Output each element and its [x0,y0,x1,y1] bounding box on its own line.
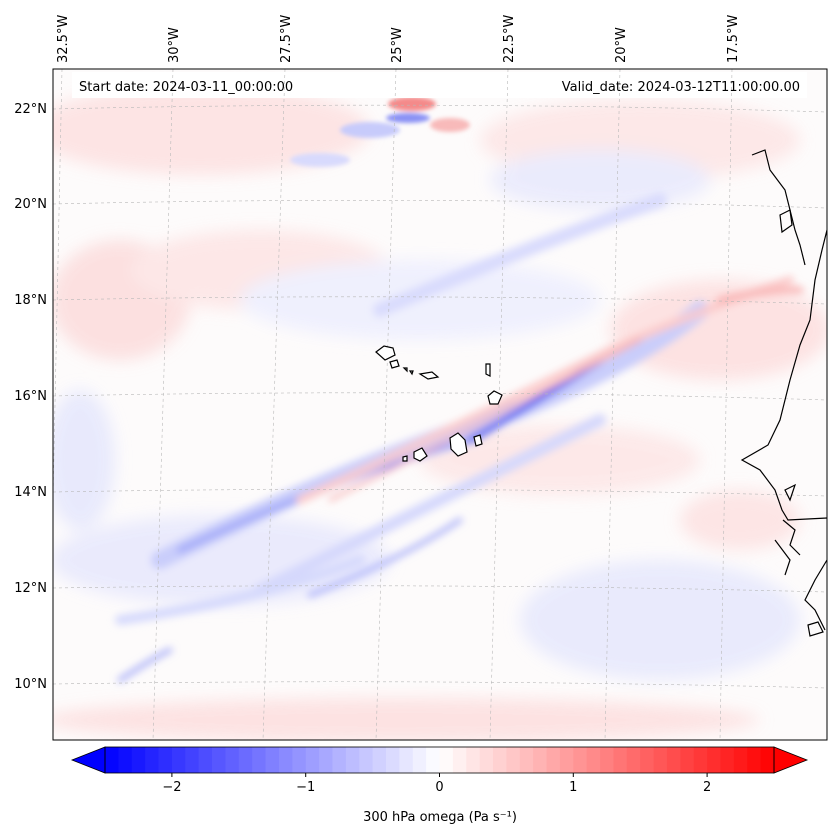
lat-label: 16°N [14,389,47,404]
colorbar-bin [613,747,628,773]
longitude-labels: 32.5°W 30°W 27.5°W 25°W 22.5°W 20°W 17.5… [56,15,741,63]
colorbar-bin [158,747,173,773]
colorbar-bin [573,747,588,773]
colorbar-bin [426,747,440,773]
colorbar-tick-label: 1 [569,780,577,795]
lat-label: 12°N [14,581,47,596]
colorbar-tick-label: −1 [296,780,315,795]
latitude-labels: 22°N 20°N 18°N 16°N 14°N 12°N 10°N [14,102,47,692]
colorbar-bin [385,747,400,773]
colorbar-bin [372,747,387,773]
colorbar-bin [252,747,266,773]
colorbar-tick-label: −2 [162,780,181,795]
colorbar-bin [319,747,333,773]
colorbar-extend-left [70,746,106,774]
colorbar: −2 −1 0 1 2 300 hPa omega (Pa s⁻¹) [70,746,809,825]
lon-label: 17.5°W [726,15,741,63]
colorbar-bin [466,747,481,773]
colorbar-bin [506,747,521,773]
lon-label: 20°W [614,27,629,63]
start-date-annotation: Start date: 2024-03-11_00:00:00 [79,80,293,95]
colorbar-bin [666,747,681,773]
colorbar-bin [693,747,708,773]
colorbar-bin [493,747,507,773]
colorbar-bin [479,747,494,773]
colorbar-bin [118,747,133,773]
colorbar-bin [185,747,200,773]
lat-label: 20°N [14,197,47,212]
colorbar-extend-right [773,746,809,774]
colorbar-bin [519,747,534,773]
colorbar-bin [733,747,748,773]
lon-label: 30°W [167,27,182,63]
colorbar-bin [292,747,307,773]
colorbar-bin [332,747,347,773]
colorbar-bin [707,747,721,773]
colorbar-bin [359,747,373,773]
colorbar-bin [412,747,427,773]
colorbar-tick-label: 2 [703,780,711,795]
colorbar-bin [238,747,253,773]
colorbar-bin [720,747,735,773]
colorbar-bin [345,747,360,773]
lat-label: 18°N [14,293,47,308]
colorbar-bin [278,747,293,773]
cape-verde-islands [375,345,503,462]
colorbar-bin [305,747,320,773]
colorbar-bin [640,747,654,773]
coastline [740,149,827,637]
colorbar-bin [105,747,119,773]
colorbar-bin [559,747,574,773]
colorbar-bin [171,747,186,773]
lon-label: 25°W [390,27,405,63]
lon-label: 32.5°W [56,15,71,63]
colorbar-bin [760,747,775,773]
lat-label: 22°N [14,102,47,117]
colorbar-tick-label: 0 [435,780,443,795]
colorbar-bin [212,747,226,773]
colorbar-label: 300 hPa omega (Pa s⁻¹) [363,810,517,825]
gridlines [53,69,827,740]
colorbar-bin [653,747,668,773]
colorbar-bin [145,747,159,773]
lat-label: 14°N [14,485,47,500]
lon-label: 27.5°W [279,15,294,63]
colorbar-bin [546,747,561,773]
colorbar-bin [131,747,146,773]
lat-label: 10°N [14,677,47,692]
colorbar-bin [680,747,695,773]
colorbar-bin [626,747,641,773]
colorbar-bin [198,747,213,773]
colorbar-bin [225,747,240,773]
colorbar-bin [399,747,414,773]
colorbar-bin [452,747,467,773]
colorbar-bin [439,747,454,773]
colorbar-bin [265,747,280,773]
omega-field [53,69,827,740]
map-frame [52,68,828,741]
colorbar-bin [533,747,547,773]
colorbar-bin [747,747,762,773]
valid-date-annotation: Valid_date: 2024-03-12T11:00:00.00 [562,80,800,95]
colorbar-bin [586,747,601,773]
lon-label: 22.5°W [502,15,517,63]
colorbar-bin [600,747,614,773]
